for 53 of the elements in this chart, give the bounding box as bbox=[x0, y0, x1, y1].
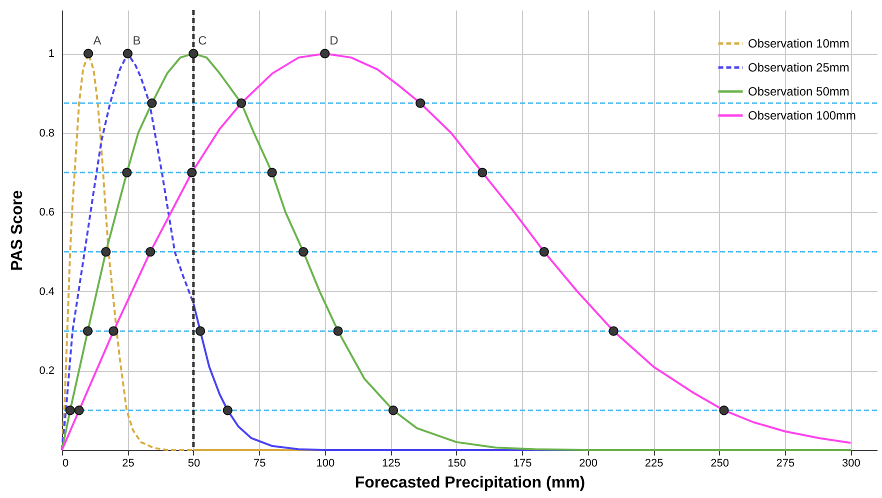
point bbox=[146, 246, 156, 257]
point bbox=[147, 98, 157, 108]
point bbox=[478, 168, 488, 178]
x-tick-label: 300 bbox=[842, 458, 860, 470]
annotation: B bbox=[132, 34, 141, 48]
annotation: A bbox=[93, 34, 102, 48]
x-tick-label: 150 bbox=[448, 458, 466, 470]
x-tick-label: 100 bbox=[316, 458, 335, 470]
legend-label: Observation 100mm bbox=[748, 108, 856, 122]
x-tick-label: 75 bbox=[254, 458, 266, 470]
x-tick-label: 275 bbox=[776, 458, 795, 470]
point bbox=[388, 406, 398, 416]
point bbox=[83, 48, 94, 58]
point bbox=[187, 168, 197, 178]
point bbox=[236, 98, 246, 108]
x-axis-title: Forecasted Precipitation (mm) bbox=[354, 474, 586, 492]
y-tick-label: 0.2 bbox=[39, 365, 54, 378]
point bbox=[298, 246, 308, 257]
point bbox=[122, 48, 133, 58]
x-tick-label: 125 bbox=[382, 458, 400, 470]
x-tick-label: 25 bbox=[122, 458, 134, 470]
point bbox=[122, 168, 132, 178]
point bbox=[82, 326, 93, 336]
x-tick-label: 50 bbox=[188, 458, 200, 470]
y-tick-label: 0.4 bbox=[39, 286, 54, 298]
point bbox=[719, 406, 729, 416]
point bbox=[222, 406, 232, 416]
legend-label: Observation 25mm bbox=[748, 60, 850, 74]
y-tick-label: 0.8 bbox=[39, 127, 54, 140]
annotation: D bbox=[330, 34, 339, 48]
x-tick-label: 0 bbox=[62, 458, 69, 470]
point bbox=[267, 168, 277, 178]
y-tick-label: 0.6 bbox=[39, 206, 54, 219]
point bbox=[333, 326, 343, 336]
y-tick-label: 1 bbox=[48, 48, 54, 60]
point bbox=[416, 98, 426, 108]
x-tick-label: 200 bbox=[579, 458, 598, 470]
point bbox=[108, 326, 118, 336]
point bbox=[320, 48, 330, 58]
point bbox=[74, 406, 84, 416]
x-tick-label: 250 bbox=[710, 458, 729, 470]
legend-label: Observation 50mm bbox=[748, 84, 850, 98]
point bbox=[608, 326, 618, 336]
legend-label: Observation 10mm bbox=[748, 36, 850, 50]
point bbox=[539, 246, 549, 257]
annotation: C bbox=[198, 34, 208, 48]
point bbox=[195, 326, 206, 336]
point bbox=[101, 246, 111, 257]
x-tick-label: 175 bbox=[513, 458, 532, 470]
point bbox=[188, 48, 198, 58]
x-tick-label: 225 bbox=[644, 458, 664, 470]
y-axis-title: PAS Score bbox=[9, 190, 26, 271]
point bbox=[65, 406, 75, 416]
